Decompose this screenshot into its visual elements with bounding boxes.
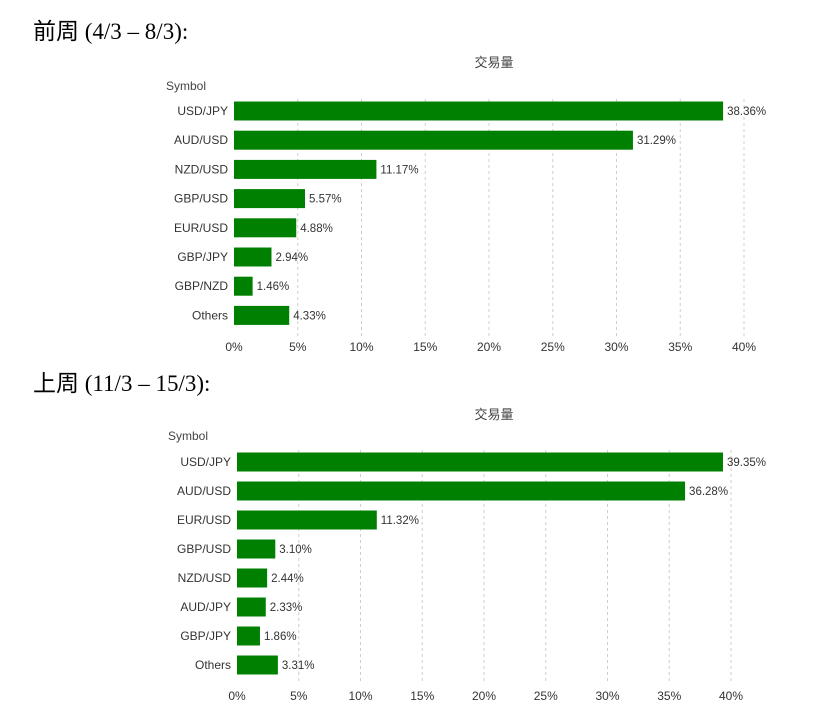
- category-label: NZD/USD: [178, 571, 232, 585]
- bar: [237, 655, 278, 675]
- category-label: Others: [195, 658, 231, 672]
- x-tick-label: 5%: [289, 340, 307, 354]
- category-label: USD/JPY: [180, 455, 231, 469]
- data-label: 38.36%: [727, 106, 766, 118]
- data-label: 5.57%: [309, 194, 342, 206]
- category-label: GBP/USD: [177, 542, 231, 556]
- data-label: 2.94%: [275, 252, 308, 264]
- data-label: 39.35%: [727, 457, 766, 469]
- data-label: 3.31%: [282, 660, 315, 672]
- category-label: GBP/JPY: [180, 629, 231, 643]
- volume-bar-chart-previous-week: 交易量 Symbol 0% 5% 10% 15% 20% 25% 30% 35% 40% USD/JP…: [166, 55, 766, 354]
- bar: [237, 568, 268, 588]
- category-label: GBP/USD: [174, 192, 228, 206]
- x-tick-label: 40%: [732, 340, 756, 354]
- x-tick-label: 20%: [472, 689, 496, 703]
- bar: [237, 510, 377, 530]
- data-label: 1.46%: [257, 281, 290, 293]
- category-label: USD/JPY: [177, 104, 228, 118]
- x-tick-label: 35%: [657, 689, 681, 703]
- category-label: AUD/USD: [174, 133, 228, 147]
- bar: [237, 481, 686, 501]
- bar: [234, 218, 297, 238]
- x-tick-label: 20%: [477, 340, 501, 354]
- section-heading-previous-week: 前周 (4/3 – 8/3):: [33, 19, 189, 44]
- x-tick-label: 15%: [410, 689, 434, 703]
- y-axis-label: Symbol: [166, 79, 206, 93]
- x-tick-label: 0%: [225, 340, 243, 354]
- bar: [234, 189, 306, 209]
- x-tick-label: 0%: [228, 689, 246, 703]
- x-tick-label: 5%: [290, 689, 308, 703]
- bar: [234, 276, 253, 296]
- x-tick-label: 25%: [534, 689, 558, 703]
- category-label: Others: [192, 308, 228, 322]
- category-label: AUD/USD: [177, 484, 231, 498]
- section-heading-last-week: 上周 (11/3 – 15/3):: [33, 371, 211, 396]
- data-label: 3.10%: [279, 544, 312, 556]
- chart-title: 交易量: [474, 407, 513, 422]
- bar: [237, 597, 266, 617]
- volume-bar-chart-last-week: 交易量 Symbol 0% 5% 10% 15% 20% 25% 30% 35% 40% USD/JP…: [168, 407, 766, 703]
- bar: [237, 539, 276, 559]
- bar: [234, 305, 290, 325]
- data-label: 11.32%: [381, 515, 419, 527]
- bar: [234, 159, 377, 179]
- chart-title: 交易量: [474, 55, 513, 70]
- x-tick-label: 30%: [604, 340, 628, 354]
- bar: [234, 247, 272, 267]
- data-label: 1.86%: [264, 631, 297, 643]
- data-label: 4.33%: [293, 310, 326, 322]
- x-tick-label: 25%: [541, 340, 565, 354]
- data-label: 2.33%: [270, 602, 303, 614]
- bar: [234, 101, 724, 121]
- data-label: 36.28%: [689, 486, 728, 498]
- data-label: 31.29%: [637, 135, 676, 147]
- bar: [234, 130, 633, 150]
- data-label: 4.88%: [300, 223, 333, 235]
- bar: [237, 626, 260, 646]
- category-label: GBP/NZD: [175, 279, 229, 293]
- x-tick-label: 40%: [719, 689, 743, 703]
- category-label: NZD/USD: [175, 162, 229, 176]
- category-label: GBP/JPY: [177, 250, 228, 264]
- category-label: AUD/JPY: [180, 600, 231, 614]
- x-tick-label: 35%: [668, 340, 692, 354]
- x-tick-label: 30%: [595, 689, 619, 703]
- x-tick-label: 15%: [413, 340, 437, 354]
- category-label: EUR/USD: [177, 513, 231, 527]
- y-axis-label: Symbol: [168, 429, 208, 443]
- x-tick-label: 10%: [349, 340, 373, 354]
- data-label: 2.44%: [271, 573, 304, 585]
- data-label: 11.17%: [380, 164, 418, 176]
- bar: [237, 452, 723, 472]
- x-tick-label: 10%: [348, 689, 372, 703]
- category-label: EUR/USD: [174, 221, 228, 235]
